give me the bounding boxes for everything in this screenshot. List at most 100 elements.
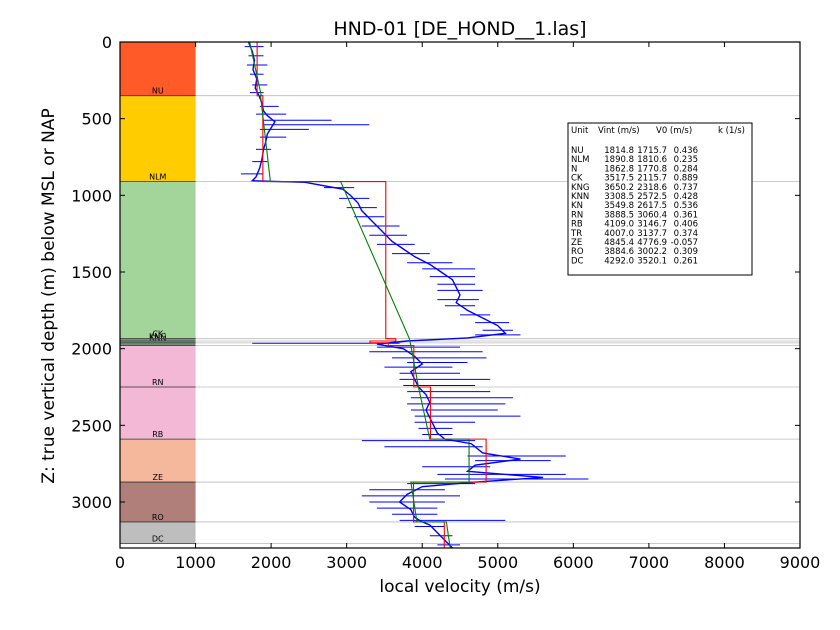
y-tick-label-1500: 1500 xyxy=(71,263,112,282)
table-cell-6-1: 3549.8 xyxy=(604,201,634,211)
x-axis-ticks: 0 1000 2000 3000 4000 5000 6000 7000 8000 9000 xyxy=(115,42,820,572)
table-cell-0-0: NU xyxy=(571,146,584,156)
x-tick-label-5000: 5000 xyxy=(477,553,518,572)
y-tick-label-500: 500 xyxy=(81,110,112,129)
table-cell-0-2: 1715.7 xyxy=(637,146,667,156)
unit-block-kn xyxy=(120,342,196,346)
table-cell-8-1: 4109.0 xyxy=(604,220,634,230)
table-header-0: Unit xyxy=(571,126,589,136)
table-cell-7-1: 3888.5 xyxy=(604,210,634,220)
chart-title: HND-01 [DE_HOND__1.las] xyxy=(333,18,586,40)
x-tick-label-7000: 7000 xyxy=(629,553,670,572)
table-cell-8-2: 3146.7 xyxy=(637,220,667,230)
table-header-1: Vint (m/s) xyxy=(598,126,640,136)
table-cell-2-2: 1770.8 xyxy=(637,164,667,174)
table-cell-8-0: RB xyxy=(571,220,583,230)
unit-label-rn: RN xyxy=(152,378,164,387)
x-axis-label: local velocity (m/s) xyxy=(379,577,540,597)
table-cell-0-3: 0.436 xyxy=(674,146,698,156)
x-tick-label-1000: 1000 xyxy=(175,553,216,572)
unit-label-ze: ZE xyxy=(153,473,164,482)
table-cell-12-3: 0.261 xyxy=(674,256,698,266)
table-cell-0-1: 1814.8 xyxy=(604,146,634,156)
y-tick-label-3000: 3000 xyxy=(71,493,112,512)
unit-label-ck: CK xyxy=(152,330,164,339)
table-cell-7-0: RN xyxy=(571,210,583,220)
unit-label-ro: RO xyxy=(152,513,164,522)
unit-block-rn xyxy=(120,345,196,387)
x-tick-label-9000: 9000 xyxy=(780,553,821,572)
table-cell-2-3: 0.284 xyxy=(674,164,698,174)
unit-label-knn: KNN xyxy=(149,334,166,343)
table-cell-12-0: DC xyxy=(571,256,584,266)
table-cell-4-3: 0.737 xyxy=(674,183,698,193)
table-cell-10-3: -0.057 xyxy=(671,238,698,248)
table-cell-6-2: 2617.5 xyxy=(637,201,667,211)
table-cell-4-1: 3650.2 xyxy=(604,183,634,193)
y-tick-label-2500: 2500 xyxy=(71,416,112,435)
table-cell-3-1: 3517.5 xyxy=(604,174,634,184)
velocity-parameter-table: Unit Vint (m/s) V0 (m/s) k (1/s) NU 1814.8 171… xyxy=(567,122,753,276)
table-cell-9-0: TR xyxy=(570,229,582,239)
y-axis-ticks: 0 500 1000 1500 2000 2500 3000 xyxy=(71,33,800,512)
table-cell-4-0: KNG xyxy=(571,183,590,193)
unit-block-dc xyxy=(120,521,196,544)
table-cell-11-0: RO xyxy=(571,247,584,257)
unit-label-nlm: NLM xyxy=(149,173,166,182)
unit-block-ro xyxy=(120,482,196,522)
table-cell-1-1: 1890.8 xyxy=(604,155,634,165)
table-cell-6-3: 0.536 xyxy=(674,201,698,211)
table-cell-6-0: KN xyxy=(571,201,583,211)
unit-label-dc: DC xyxy=(152,534,164,543)
x-tick-label-4000: 4000 xyxy=(402,553,443,572)
table-cell-10-2: 4776.9 xyxy=(637,238,667,248)
table-cell-5-3: 0.428 xyxy=(674,192,698,202)
table-box xyxy=(567,122,753,276)
table-cell-7-3: 0.361 xyxy=(674,210,698,220)
table-cell-10-0: ZE xyxy=(571,238,582,248)
x-tick-label-8000: 8000 xyxy=(704,553,745,572)
table-cell-2-0: N xyxy=(571,164,577,174)
unit-block-ze xyxy=(120,439,196,483)
y-tick-label-0: 0 xyxy=(102,33,112,52)
fitted-model-line xyxy=(249,41,470,549)
table-cell-5-1: 3308.5 xyxy=(604,192,634,202)
velocity-log-trace xyxy=(247,41,544,549)
unit-label-kng: KNG xyxy=(149,332,166,341)
unit-block-kng xyxy=(120,338,196,341)
table-cell-9-3: 0.374 xyxy=(674,229,698,239)
table-cell-9-1: 4007.0 xyxy=(604,229,634,239)
unit-label-nu: NU xyxy=(152,87,164,96)
table-cell-3-2: 2115.7 xyxy=(637,174,667,184)
table-cell-1-0: NLM xyxy=(571,155,589,165)
table-cell-3-0: CK xyxy=(571,174,583,184)
x-tick-label-0: 0 xyxy=(115,553,125,572)
unit-block-knn xyxy=(120,341,196,343)
table-header-2: V0 (m/s) xyxy=(656,126,692,136)
table-cell-4-2: 2318.6 xyxy=(637,183,667,193)
x-tick-label-2000: 2000 xyxy=(251,553,292,572)
unit-block-nlm xyxy=(120,95,196,182)
table-cell-5-2: 2572.5 xyxy=(637,192,667,202)
table-cell-9-2: 3137.7 xyxy=(637,229,667,239)
unit-block-nu xyxy=(120,42,196,96)
y-axis-label: Z: true vertical depth (m) below MSL or … xyxy=(39,108,59,483)
velocity-models xyxy=(249,41,487,549)
unit-block-rb xyxy=(120,387,196,440)
plot-frame xyxy=(119,41,801,549)
table-cell-1-2: 1810.6 xyxy=(637,155,667,165)
table-cell-11-3: 0.309 xyxy=(674,247,698,257)
table-cell-1-3: 0.235 xyxy=(674,155,698,165)
y-tick-label-1000: 1000 xyxy=(71,186,112,205)
table-cell-11-1: 3884.6 xyxy=(604,247,634,257)
unit-block-ck xyxy=(120,181,196,339)
table-header-3: k (1/s) xyxy=(718,126,745,136)
unit-label-rb: RB xyxy=(152,430,163,439)
table-cell-10-1: 4845.4 xyxy=(604,238,634,248)
table-cell-12-1: 4292.0 xyxy=(604,256,634,266)
table-cell-5-0: KNN xyxy=(571,192,589,202)
table-cell-11-2: 3002.2 xyxy=(637,247,667,257)
table-cell-2-1: 1862.8 xyxy=(604,164,634,174)
